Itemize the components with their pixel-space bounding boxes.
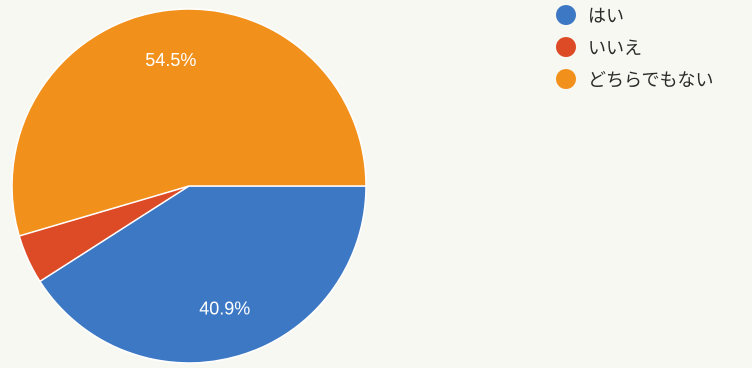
pie-data-label-1: 40.9% — [199, 298, 250, 318]
pie-slices — [11, 8, 367, 364]
legend-label-3: どちらでもない — [588, 70, 713, 91]
legend-item-1[interactable]: はい — [556, 5, 624, 27]
pie-slice-3 — [11, 8, 367, 237]
legend-item-3[interactable]: どちらでもない — [556, 69, 713, 91]
pie-slice-1 — [38, 185, 367, 364]
legend-swatch-3 — [556, 69, 576, 89]
legend-swatch-1 — [556, 5, 576, 25]
legend-label-1: はい — [588, 6, 624, 27]
pie-data-labels: 40.9% 54.5% — [145, 50, 250, 318]
legend-swatch-2 — [556, 37, 576, 57]
pie-data-label-3: 54.5% — [145, 50, 196, 70]
legend-label-2: いいえ — [588, 38, 642, 59]
legend-item-2[interactable]: いいえ — [556, 37, 642, 59]
